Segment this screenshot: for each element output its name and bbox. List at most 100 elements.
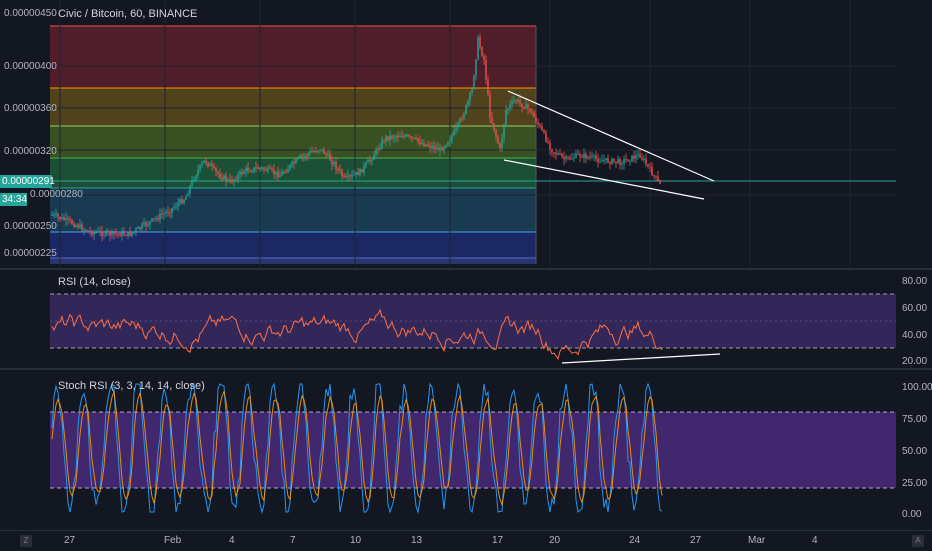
candle-body [433,145,435,150]
fib-zone-teal [50,158,536,188]
candle-body [631,155,633,162]
candle-body [153,218,155,220]
time-label: 20 [549,535,561,546]
candle-body [423,142,425,147]
time-label: 17 [492,535,504,546]
candle-body [561,153,563,157]
candle-body [255,167,257,169]
candle-body [339,168,341,171]
candle-body [647,164,649,167]
candle-body [81,224,83,231]
candle-body [281,172,283,176]
candle-body [303,155,305,157]
candle-body [477,37,479,60]
candle-body [471,89,473,93]
candle-body [539,124,541,127]
candle-body [169,212,171,214]
candle-body [515,100,517,102]
candle-body [411,136,413,139]
candle-body [259,167,261,169]
candle-body [99,231,101,233]
candle-body [227,179,229,181]
candle-body [397,136,399,138]
pane-separator[interactable] [0,368,932,370]
candle-body [59,216,61,220]
wedge-upper-trendline[interactable] [507,90,715,182]
rsi-trendline[interactable] [561,353,721,364]
candle-body [615,161,617,163]
candle-body [557,153,559,155]
wedge-lower-trendline[interactable] [503,159,705,200]
rsi-pane[interactable]: RSI (14, close) 80.00 60.00 40.00 20.00 [0,270,932,368]
rsi-axis-label: 60.00 [902,303,928,314]
candle-body [209,164,211,167]
rsi-axis-label: 40.00 [902,330,928,341]
price-label: 0.00000450 [4,8,57,19]
candle-body [463,113,465,120]
candle-body [295,158,297,164]
candle-body [465,104,467,114]
candle-body [187,193,189,196]
rsi-axis-label: 80.00 [902,276,928,287]
candle-body [577,153,579,155]
candle-body [265,169,267,172]
candle-body [193,179,195,181]
candle-body [549,142,551,150]
candle-body [441,147,443,151]
candle-body [565,156,567,160]
candle-body [607,158,609,163]
candle-body [185,195,187,200]
candle-body [355,171,357,175]
price-chart-canvas[interactable] [0,0,932,268]
price-label: 0.00000250 [4,221,57,232]
candle-body [419,141,421,145]
candle-body [317,150,319,152]
candle-body [383,140,385,142]
candle-body [89,230,91,232]
time-axis[interactable]: Z 27 Feb 4 7 10 13 17 20 24 27 Mar 4 A [0,530,932,551]
stoch-rsi-pane[interactable]: Stoch RSI (3, 3, 14, 14, close) 100.00 7… [0,370,932,530]
candle-body [97,231,99,233]
candle-body [409,136,411,138]
candle-body [447,142,449,146]
candle-body [51,214,53,216]
price-label: 0.00000225 [4,248,57,259]
candle-body [117,233,119,235]
stoch-rsi-canvas[interactable] [0,370,932,530]
candle-body [367,159,369,163]
candle-body [147,224,149,226]
fib-zone-olive [50,88,536,126]
price-chart-pane[interactable]: Civic / Bitcoin, 60, BINANCE 0.00000450 … [0,0,932,268]
candle-body [617,159,619,163]
candle-body [387,136,389,141]
rsi-canvas[interactable] [0,270,932,368]
candle-body [167,211,169,213]
candle-body [299,155,301,158]
candle-body [345,176,347,178]
candle-body [107,230,109,233]
candle-body [645,158,647,165]
candle-body [567,156,569,158]
pane-separator[interactable] [0,268,932,270]
candle-body [261,167,263,169]
auto-scale-button[interactable]: A [912,535,924,547]
candle-body [605,158,607,161]
candle-body [437,147,439,151]
candle-body [285,172,287,174]
candle-body [351,174,353,176]
stoch-axis-label: 100.00 [902,382,932,393]
candle-body [473,75,475,90]
candle-body [109,232,111,236]
candle-body [239,171,241,175]
zoom-toggle-button[interactable]: Z [20,535,32,547]
candle-body [161,213,163,215]
candle-body [215,167,217,172]
candle-body [267,167,269,172]
candle-body [337,168,339,170]
candle-body [83,229,85,231]
candle-body [597,158,599,163]
candle-body [323,148,325,154]
candle-body [363,165,365,173]
candle-body [189,185,191,194]
candle-body [115,233,117,235]
